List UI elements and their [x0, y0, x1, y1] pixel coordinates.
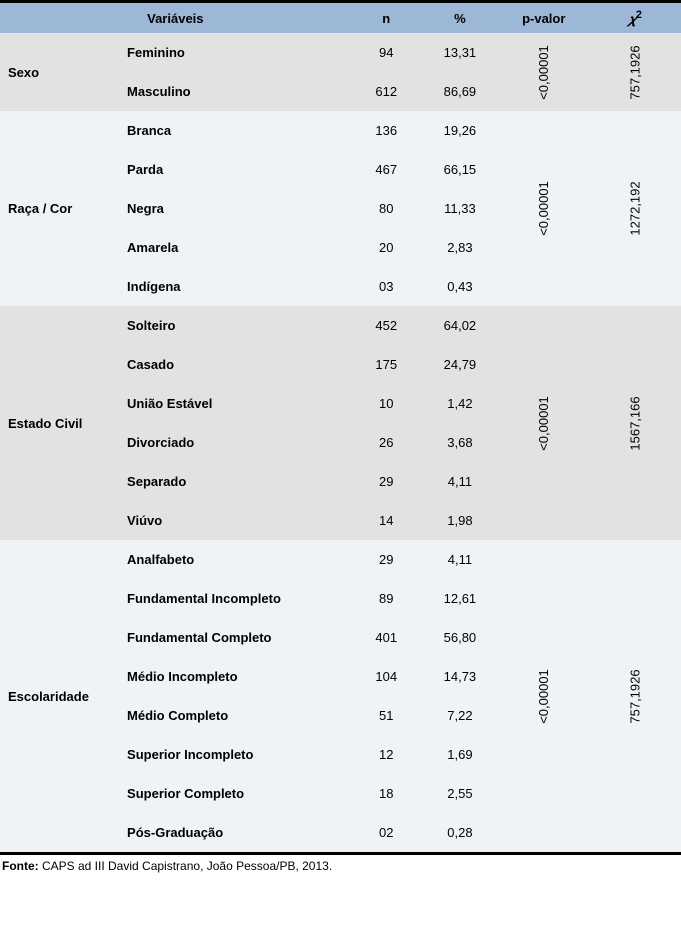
row-label: Casado	[127, 345, 351, 384]
row-n: 12	[351, 735, 422, 774]
row-pct: 4,11	[422, 462, 498, 501]
row-pct: 13,31	[422, 33, 498, 72]
row-n: 136	[351, 111, 422, 150]
group-pvalue: <0,00001	[498, 540, 589, 854]
row-n: 18	[351, 774, 422, 813]
group-label: Estado Civil	[0, 306, 127, 540]
row-pct: 12,61	[422, 579, 498, 618]
row-label: Masculino	[127, 72, 351, 111]
row-pct: 56,80	[422, 618, 498, 657]
hdr-n: n	[351, 2, 422, 34]
row-pct: 2,83	[422, 228, 498, 267]
group-pvalue: <0,00001	[498, 111, 589, 306]
row-label: Superior Incompleto	[127, 735, 351, 774]
row-n: 02	[351, 813, 422, 854]
row-pct: 1,69	[422, 735, 498, 774]
row-pct: 1,98	[422, 501, 498, 540]
hdr-pct: %	[422, 2, 498, 34]
row-label: Fundamental Completo	[127, 618, 351, 657]
row-n: 29	[351, 462, 422, 501]
row-label: Analfabeto	[127, 540, 351, 579]
row-n: 401	[351, 618, 422, 657]
header-row: Variáveis n % p-valor 𝜒2	[0, 2, 681, 34]
group-label: Escolaridade	[0, 540, 127, 854]
row-pct: 2,55	[422, 774, 498, 813]
row-label: Divorciado	[127, 423, 351, 462]
row-n: 104	[351, 657, 422, 696]
table-row: EscolaridadeAnalfabeto294,11<0,00001757,…	[0, 540, 681, 579]
row-pct: 1,42	[422, 384, 498, 423]
row-n: 612	[351, 72, 422, 111]
row-pct: 0,43	[422, 267, 498, 306]
row-label: Feminino	[127, 33, 351, 72]
row-pct: 66,15	[422, 150, 498, 189]
row-label: Médio Incompleto	[127, 657, 351, 696]
hdr-chi: 𝜒2	[589, 2, 681, 34]
group-chi: 1272,192	[589, 111, 681, 306]
row-pct: 11,33	[422, 189, 498, 228]
row-n: 14	[351, 501, 422, 540]
row-n: 20	[351, 228, 422, 267]
row-n: 452	[351, 306, 422, 345]
row-n: 03	[351, 267, 422, 306]
group-pvalue: <0,00001	[498, 33, 589, 111]
group-chi: 757,1926	[589, 540, 681, 854]
stats-table: Variáveis n % p-valor 𝜒2 SexoFeminino941…	[0, 0, 681, 855]
group-chi: 757,1926	[589, 33, 681, 111]
row-pct: 7,22	[422, 696, 498, 735]
row-label: Fundamental Incompleto	[127, 579, 351, 618]
source-text: CAPS ad III David Capistrano, João Pesso…	[39, 859, 333, 873]
row-n: 80	[351, 189, 422, 228]
row-n: 26	[351, 423, 422, 462]
row-n: 10	[351, 384, 422, 423]
group-label: Raça / Cor	[0, 111, 127, 306]
table-row: Raça / CorBranca13619,26<0,000011272,192	[0, 111, 681, 150]
row-n: 51	[351, 696, 422, 735]
row-label: União Estável	[127, 384, 351, 423]
group-chi: 1567,166	[589, 306, 681, 540]
row-pct: 0,28	[422, 813, 498, 854]
source-label: Fonte:	[2, 859, 39, 873]
row-n: 467	[351, 150, 422, 189]
row-label: Viúvo	[127, 501, 351, 540]
row-label: Indígena	[127, 267, 351, 306]
row-label: Amarela	[127, 228, 351, 267]
row-label: Branca	[127, 111, 351, 150]
row-pct: 24,79	[422, 345, 498, 384]
row-pct: 86,69	[422, 72, 498, 111]
row-pct: 3,68	[422, 423, 498, 462]
row-label: Pós-Graduação	[127, 813, 351, 854]
hdr-pvalor: p-valor	[498, 2, 589, 34]
group-pvalue: <0,00001	[498, 306, 589, 540]
row-n: 29	[351, 540, 422, 579]
row-label: Negra	[127, 189, 351, 228]
row-label: Solteiro	[127, 306, 351, 345]
table-row: SexoFeminino9413,31<0,00001757,1926	[0, 33, 681, 72]
row-pct: 19,26	[422, 111, 498, 150]
source-line: Fonte: CAPS ad III David Capistrano, Joã…	[0, 855, 681, 873]
row-pct: 64,02	[422, 306, 498, 345]
row-label: Separado	[127, 462, 351, 501]
row-pct: 4,11	[422, 540, 498, 579]
row-pct: 14,73	[422, 657, 498, 696]
row-n: 94	[351, 33, 422, 72]
row-n: 175	[351, 345, 422, 384]
row-label: Parda	[127, 150, 351, 189]
hdr-variaveis: Variáveis	[0, 2, 351, 34]
row-label: Superior Completo	[127, 774, 351, 813]
row-label: Médio Completo	[127, 696, 351, 735]
group-label: Sexo	[0, 33, 127, 111]
row-n: 89	[351, 579, 422, 618]
table-row: Estado CivilSolteiro45264,02<0,000011567…	[0, 306, 681, 345]
